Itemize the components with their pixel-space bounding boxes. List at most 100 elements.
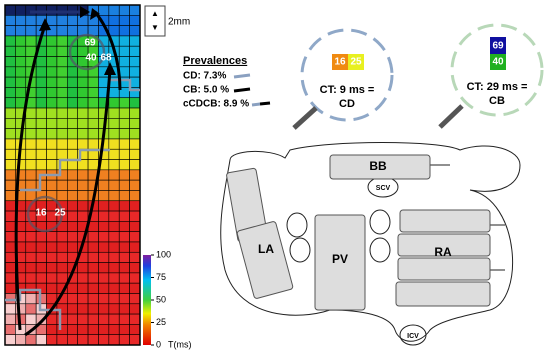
map-cell xyxy=(87,97,99,109)
map-cell xyxy=(77,293,89,305)
map-cell xyxy=(87,107,99,119)
map-cell xyxy=(67,241,78,253)
atlas xyxy=(220,142,521,346)
map-cell xyxy=(56,334,68,346)
map-cell xyxy=(56,87,68,99)
map-cell xyxy=(46,179,58,191)
map-cell xyxy=(118,159,130,171)
map-cell xyxy=(46,128,58,140)
mag-cell xyxy=(348,54,364,70)
map-cell xyxy=(4,282,16,294)
map-cell xyxy=(56,241,68,253)
map-cell xyxy=(67,231,78,243)
map-cell xyxy=(35,56,47,68)
map-cell xyxy=(35,334,47,346)
map-cell xyxy=(67,200,78,212)
map-cell xyxy=(129,221,141,232)
map-cell xyxy=(56,25,68,37)
map-cell xyxy=(77,282,89,294)
map-cell xyxy=(108,97,120,109)
map-label: 25 xyxy=(54,208,66,219)
map-cell xyxy=(35,241,47,253)
map-cell xyxy=(77,200,89,212)
map-cell xyxy=(129,4,141,16)
map-cell xyxy=(56,313,68,325)
map-cell xyxy=(56,324,68,335)
map-cell xyxy=(67,15,78,26)
map-cell xyxy=(108,251,120,263)
map-label: 16 xyxy=(35,208,47,219)
map-cell xyxy=(25,303,37,315)
map-cell xyxy=(46,148,58,160)
map-cell xyxy=(56,148,68,160)
map-cell xyxy=(77,15,89,26)
map-cell xyxy=(67,179,78,191)
map-cell xyxy=(77,76,89,88)
map-cell xyxy=(129,324,141,335)
map-cell xyxy=(67,303,78,315)
map-cell xyxy=(77,210,89,222)
map-cell xyxy=(56,35,68,47)
map-cell xyxy=(77,118,89,129)
map-cell xyxy=(46,107,58,119)
colorbar-unit: T(ms) xyxy=(168,339,192,349)
map-cell xyxy=(98,282,110,294)
map-cell xyxy=(35,138,47,150)
map-cell xyxy=(118,241,130,253)
map-cell xyxy=(87,334,99,346)
map-cell xyxy=(77,97,89,109)
colorbar-tick-label: 75 xyxy=(156,272,166,282)
map-cell xyxy=(98,324,110,335)
map-cell xyxy=(108,4,120,16)
map-cell xyxy=(118,334,130,346)
map-cell xyxy=(25,241,37,253)
prevalence-item: cCDCB: 8.9 % xyxy=(183,99,249,110)
mag-cell xyxy=(490,37,506,54)
arrows xyxy=(14,10,122,337)
arrow-heads xyxy=(39,6,116,75)
map-cell xyxy=(15,4,27,16)
map-cell xyxy=(108,118,120,129)
map-cell xyxy=(77,272,89,284)
map-cell xyxy=(108,282,120,294)
map-cell xyxy=(25,262,37,274)
map-cell xyxy=(4,66,16,78)
map-cell xyxy=(4,118,16,129)
map-cell xyxy=(4,87,16,99)
map-cell xyxy=(4,25,16,37)
map-cell xyxy=(118,313,130,325)
map-cell xyxy=(46,159,58,171)
map-cell xyxy=(67,66,78,78)
map-cell xyxy=(4,262,16,274)
map-cell xyxy=(25,334,37,346)
map-cell xyxy=(129,251,141,263)
map-cell xyxy=(56,45,68,57)
map-cell xyxy=(56,190,68,202)
map-cell xyxy=(25,4,37,16)
map-cell xyxy=(56,4,68,16)
map-cell xyxy=(67,25,78,37)
map-cell xyxy=(129,15,141,26)
map-cell xyxy=(118,169,130,181)
mag-value: 69 xyxy=(492,41,504,52)
map-cell xyxy=(56,56,68,68)
map-cell xyxy=(87,324,99,335)
map-cell xyxy=(87,159,99,171)
map-circle xyxy=(26,195,64,233)
map-cell xyxy=(56,262,68,274)
map-cell xyxy=(46,97,58,109)
map-cell xyxy=(129,231,141,243)
colorbar-tick-label: 50 xyxy=(156,294,166,304)
map-cell xyxy=(118,15,130,26)
mag-value: 16 xyxy=(334,57,346,68)
colorbar-tick-label: 100 xyxy=(156,249,171,259)
map-cell xyxy=(108,272,120,284)
map-cell xyxy=(129,169,141,181)
map-cell xyxy=(4,293,16,305)
map-cell xyxy=(25,293,37,305)
map-cell xyxy=(129,262,141,274)
map-cell xyxy=(56,97,68,109)
map-cell xyxy=(56,66,68,78)
map-cell xyxy=(46,138,58,150)
